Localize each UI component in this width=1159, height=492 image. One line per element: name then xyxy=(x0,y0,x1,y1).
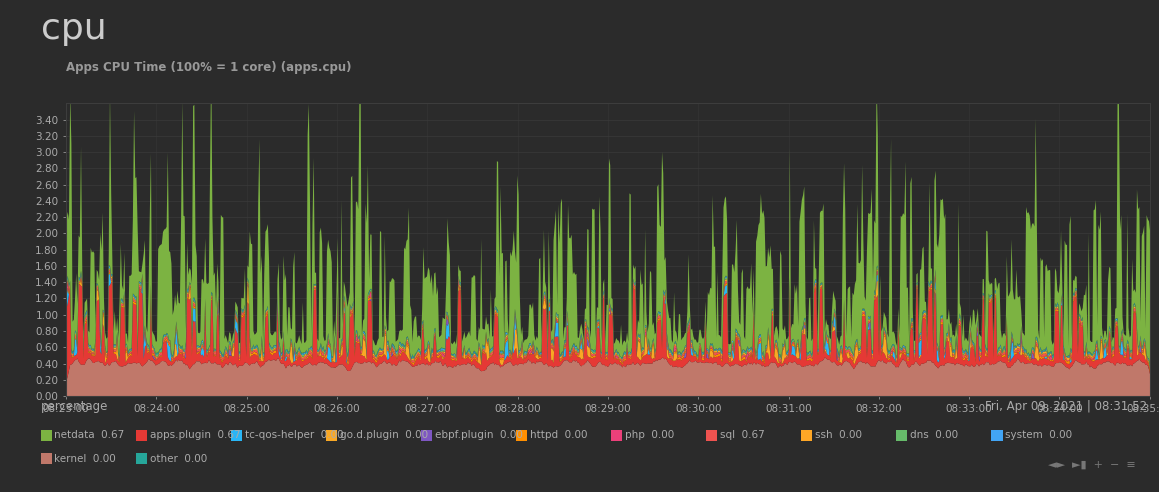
Text: percentage: percentage xyxy=(41,400,108,412)
Text: system  0.00: system 0.00 xyxy=(1005,430,1072,440)
Text: Apps CPU Time (100% = 1 core) (apps.cpu): Apps CPU Time (100% = 1 core) (apps.cpu) xyxy=(66,62,351,74)
Text: apps.plugin  0.67: apps.plugin 0.67 xyxy=(150,430,240,440)
Text: other  0.00: other 0.00 xyxy=(150,454,206,463)
Text: ssh  0.00: ssh 0.00 xyxy=(815,430,862,440)
Text: netdata  0.67: netdata 0.67 xyxy=(54,430,125,440)
Text: go.d.plugin  0.00: go.d.plugin 0.00 xyxy=(340,430,428,440)
Text: ◄►  ►▮  +  −  ≡: ◄► ►▮ + − ≡ xyxy=(1048,460,1136,470)
Text: tc-qos-helper  0.00: tc-qos-helper 0.00 xyxy=(245,430,343,440)
Text: cpu: cpu xyxy=(41,12,107,46)
Text: httpd  0.00: httpd 0.00 xyxy=(530,430,588,440)
Text: sql  0.67: sql 0.67 xyxy=(720,430,765,440)
Text: kernel  0.00: kernel 0.00 xyxy=(54,454,116,463)
Text: php  0.00: php 0.00 xyxy=(625,430,673,440)
Text: dns  0.00: dns 0.00 xyxy=(910,430,958,440)
Text: ebpf.plugin  0.00: ebpf.plugin 0.00 xyxy=(435,430,523,440)
Text: Fri, Apr 09, 2021 | 08:31:52: Fri, Apr 09, 2021 | 08:31:52 xyxy=(985,400,1147,412)
